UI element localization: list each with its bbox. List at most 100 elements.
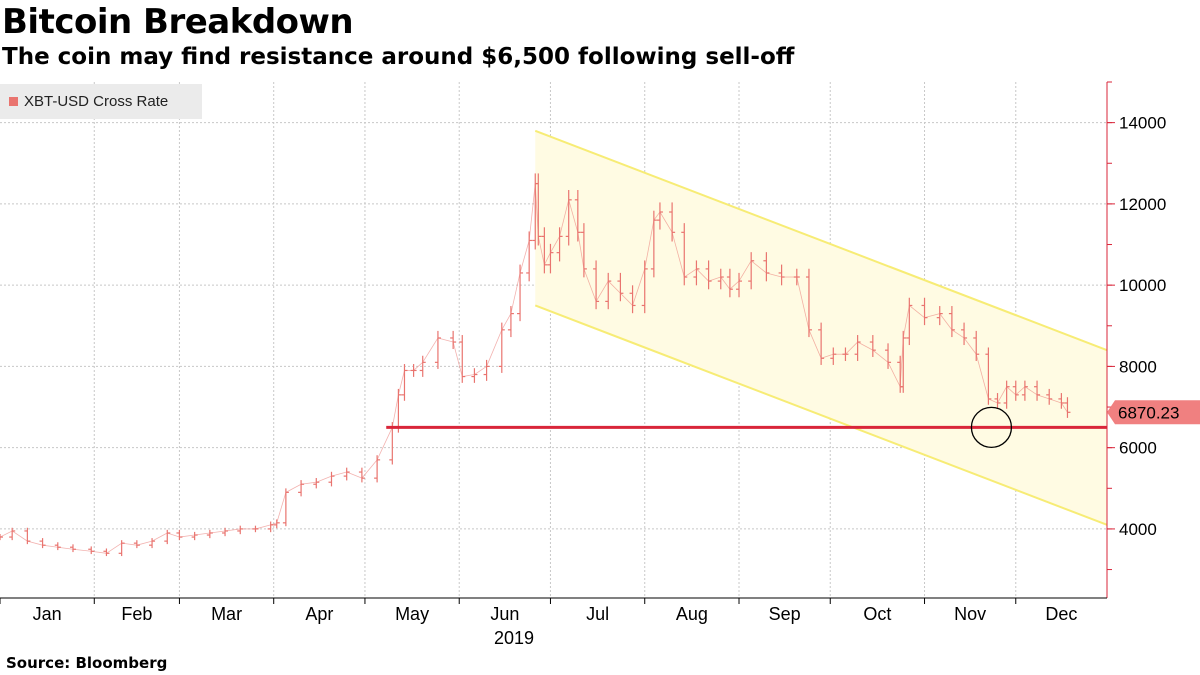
price-connector: [1061, 402, 1068, 413]
price-connector: [872, 349, 889, 363]
chart-legend: XBT-USD Cross Rate: [0, 84, 202, 119]
price-connector: [194, 532, 210, 536]
price-connector: [963, 337, 977, 355]
price-connector: [1006, 386, 1017, 396]
x-tick-label: May: [395, 604, 429, 624]
price-connector: [72, 548, 92, 552]
x-tick-label: Jun: [490, 604, 519, 624]
price-connector: [462, 374, 475, 377]
price-connector: [544, 252, 551, 266]
price-connector: [559, 199, 570, 237]
x-year-label: 2019: [494, 628, 534, 648]
price-connector: [398, 370, 405, 395]
legend-label: XBT-USD Cross Rate: [24, 93, 169, 110]
price-connector: [376, 427, 393, 461]
price-connector: [796, 276, 810, 330]
price-connector: [91, 550, 107, 554]
price-connector: [975, 354, 989, 400]
price-connector: [766, 272, 782, 278]
y-tick-label: 10000: [1119, 276, 1166, 295]
price-connector: [997, 386, 1007, 404]
price-connector: [224, 528, 241, 532]
price-connector: [474, 366, 487, 375]
last-value-label: 6870.23: [1118, 403, 1179, 422]
price-connector: [659, 211, 673, 233]
price-connector: [106, 542, 122, 554]
price-connector: [577, 232, 585, 269]
x-tick-label: Jan: [33, 604, 62, 624]
price-connector: [708, 276, 721, 282]
price-connector: [136, 540, 153, 546]
price-connector: [550, 236, 560, 253]
price-connector: [808, 329, 822, 359]
price-connector: [607, 280, 621, 294]
price-connector: [42, 544, 58, 548]
price-connector: [301, 481, 317, 485]
price-connector: [1024, 386, 1038, 396]
x-tick-label: Feb: [121, 604, 152, 624]
x-tick-label: Apr: [305, 604, 333, 624]
y-tick-label: 14000: [1119, 114, 1166, 133]
price-connector: [1036, 394, 1050, 400]
price-connector: [209, 530, 226, 534]
price-connector: [391, 394, 399, 428]
price-connector: [361, 459, 378, 479]
price-connector: [684, 268, 697, 278]
price-connector: [167, 532, 180, 538]
price-connector: [924, 313, 940, 319]
price-connector: [632, 268, 646, 306]
x-tick-label: Sep: [769, 604, 801, 624]
price-connector: [988, 398, 998, 404]
x-tick-label: Jul: [586, 604, 609, 624]
price-connector: [255, 524, 271, 530]
channel-upper-line: [534, 129, 1108, 352]
price-connector: [276, 492, 287, 523]
circle-marker: [970, 406, 1013, 449]
price-connector: [951, 329, 965, 339]
source-note: Source: Bloomberg: [6, 654, 168, 672]
price-connector: [820, 353, 834, 359]
price-connector: [729, 280, 740, 290]
y-tick-label: 4000: [1119, 520, 1157, 539]
price-connector: [537, 236, 545, 265]
price-connector: [909, 305, 925, 318]
price-connector: [939, 313, 953, 331]
price-connector: [857, 341, 874, 351]
price-connector: [720, 276, 731, 290]
price-connector: [845, 341, 858, 355]
price-connector: [151, 532, 168, 542]
price-connector: [519, 240, 530, 274]
x-tick-label: Oct: [863, 604, 891, 624]
price-connector: [346, 471, 363, 479]
chart-subtitle: The coin may find resistance around $6,5…: [2, 44, 795, 70]
x-tick-label: Mar: [211, 604, 242, 624]
x-tick-label: Nov: [954, 604, 986, 624]
price-connector: [583, 268, 597, 302]
price-connector: [750, 260, 767, 274]
price-connector: [501, 313, 512, 331]
price-connector: [422, 337, 439, 363]
price-connector: [11, 530, 28, 542]
price-connector: [644, 220, 655, 269]
price-connector: [595, 280, 609, 302]
price-connector: [528, 183, 536, 241]
price-connector: [270, 522, 277, 526]
price-connector: [0, 530, 13, 538]
x-tick-label: Aug: [676, 604, 708, 624]
price-connector: [27, 540, 43, 546]
price-connector: [452, 341, 463, 377]
price-connector: [738, 260, 752, 282]
price-connector: [121, 542, 137, 546]
price-connector: [1015, 386, 1026, 396]
price-connector: [316, 475, 332, 483]
price-connector: [437, 337, 454, 343]
price-connector: [413, 362, 423, 371]
y-tick-label: 8000: [1119, 357, 1157, 376]
price-connector: [285, 483, 302, 493]
price-connector: [887, 362, 901, 387]
y-tick-label: 6000: [1119, 439, 1157, 458]
price-connector: [57, 546, 74, 550]
legend-swatch: [9, 97, 18, 106]
price-connector: [179, 534, 195, 538]
